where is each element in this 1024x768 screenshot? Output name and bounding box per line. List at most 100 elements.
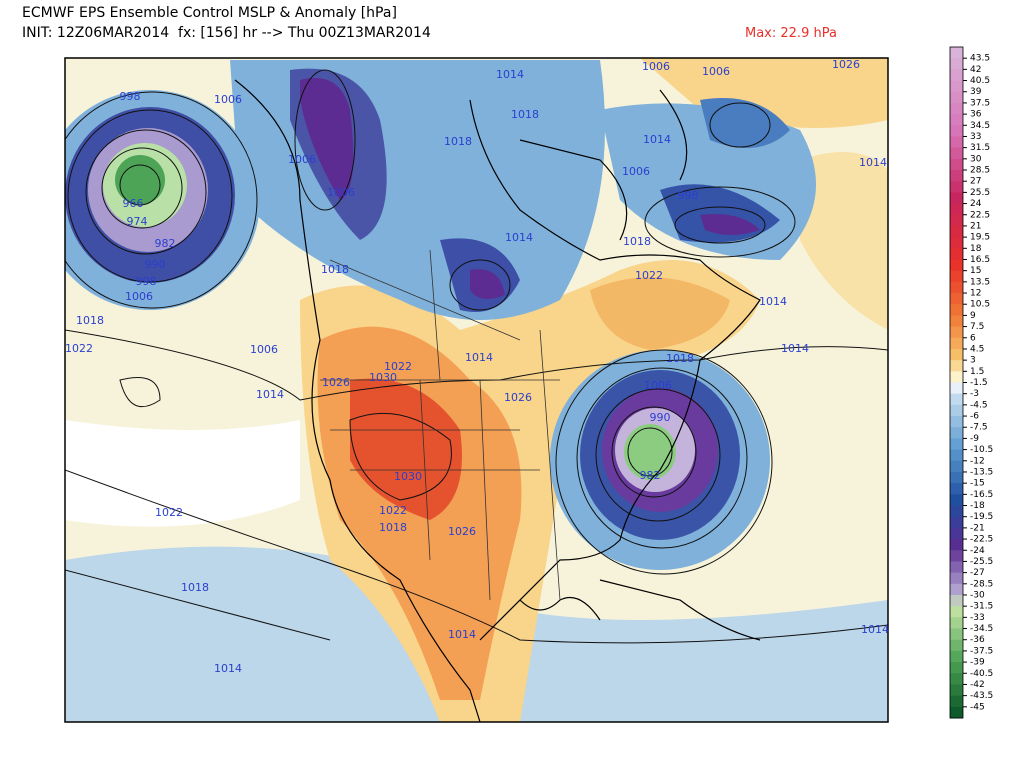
- colorbar-label: 40.5: [970, 76, 990, 86]
- colorbar-swatch: [950, 561, 963, 574]
- isobar-label: 1014: [496, 68, 524, 81]
- colorbar-swatch: [950, 695, 963, 708]
- colorbar-swatch: [950, 673, 963, 685]
- colorbar-label: -19.5: [970, 512, 993, 522]
- colorbar-label: 16.5: [970, 255, 990, 265]
- isobar-label: 1022: [155, 506, 183, 519]
- colorbar-label: -21: [970, 523, 985, 533]
- colorbar-label: 19.5: [970, 233, 990, 243]
- colorbar-swatch: [950, 237, 963, 249]
- colorbar-label: 37.5: [970, 98, 990, 108]
- isobar-label: 998: [120, 90, 141, 103]
- colorbar-label: 9: [970, 311, 976, 321]
- colorbar-swatch: [950, 371, 963, 383]
- colorbar-swatch: [950, 270, 963, 283]
- colorbar-label: 12: [970, 289, 981, 299]
- isobar-label: 1014: [759, 295, 787, 308]
- colorbar-label: -9: [970, 434, 979, 444]
- colorbar-label: -18: [970, 501, 985, 511]
- colorbar-swatch: [950, 706, 963, 719]
- colorbar-swatch: [950, 527, 963, 540]
- colorbar-label: -25.5: [970, 557, 993, 567]
- colorbar-swatch: [950, 293, 963, 305]
- colorbar-swatch: [950, 304, 963, 316]
- colorbar-label: -6: [970, 412, 979, 422]
- isobar-label: 1018: [444, 135, 472, 148]
- isobar-label: 1006: [327, 186, 355, 199]
- colorbar-swatch: [950, 594, 963, 607]
- colorbar-label: -7.5: [970, 423, 988, 433]
- isobar-label: 1022: [635, 269, 663, 282]
- isobar-label: 1014: [214, 662, 242, 675]
- colorbar-swatch: [950, 136, 963, 149]
- colorbar-swatch: [950, 684, 963, 697]
- isobar-label: 1026: [322, 376, 350, 389]
- colorbar-label: 4.5: [970, 344, 984, 354]
- colorbar-label: 15: [970, 266, 981, 276]
- isobar-label: 1018: [379, 521, 407, 534]
- isobar-label: 1022: [379, 504, 407, 517]
- isobar-label: 1018: [666, 352, 694, 365]
- isobar-label: 1026: [832, 58, 860, 71]
- colorbar-label: 25.5: [970, 188, 990, 198]
- isobar-label: 1006: [214, 93, 242, 106]
- colorbar-swatch: [950, 494, 963, 507]
- isobar-label: 990: [650, 411, 671, 424]
- colorbar-label: -15: [970, 479, 985, 489]
- colorbar-label: -43.5: [970, 691, 993, 701]
- colorbar-label: -28.5: [970, 579, 993, 589]
- colorbar-swatch: [950, 483, 963, 495]
- colorbar-swatch: [950, 628, 963, 641]
- colorbar-label: 18: [970, 244, 982, 254]
- colorbar-label: -33: [970, 613, 985, 623]
- isobar-labels: 998 1006 1014 1006 1006 1026 1018 1018 1014 1006 1…: [65, 58, 889, 675]
- colorbar-label: 43.5: [970, 54, 990, 64]
- colorbar-swatch: [950, 606, 963, 618]
- colorbar-swatch: [950, 550, 963, 562]
- isobar-label: 1026: [504, 391, 532, 404]
- colorbar-swatch: [950, 617, 963, 630]
- isobar-label: 1030: [369, 371, 397, 384]
- isobar-label: 1014: [256, 388, 284, 401]
- colorbar-swatch: [950, 47, 963, 59]
- colorbar-label: -3: [970, 389, 979, 399]
- init-line: INIT: 12Z06MAR2014 fx: [156] hr --> Thu …: [22, 25, 431, 41]
- isobar-label: 1026: [448, 525, 476, 538]
- isobar-label: 1006: [622, 165, 650, 178]
- colorbar-label: -39: [970, 658, 985, 668]
- colorbar-swatch: [950, 203, 963, 216]
- colorbar-label: -34.5: [970, 624, 993, 634]
- colorbar-swatch: [950, 348, 963, 361]
- colorbar-label: 36: [970, 110, 982, 120]
- colorbar-swatch: [950, 69, 963, 82]
- colorbar-label: 28.5: [970, 166, 990, 176]
- isobar-label: 1018: [511, 108, 539, 121]
- colorbar-swatch: [950, 315, 963, 328]
- map-frame: [64, 57, 889, 723]
- isobar-label: 998: [136, 275, 157, 288]
- colorbar-swatch: [950, 259, 963, 272]
- colorbar-label: 31.5: [970, 143, 990, 153]
- colorbar-swatch: [950, 326, 963, 339]
- isobar-label: 1014: [861, 623, 889, 636]
- isobar-label: 1006: [125, 290, 153, 303]
- colorbar-label: 34.5: [970, 121, 990, 131]
- isobar-label: 1014: [505, 231, 533, 244]
- colorbar-label: 10.5: [970, 300, 990, 310]
- isobar-label: 1006: [250, 343, 278, 356]
- colorbar-swatch: [950, 460, 963, 473]
- colorbar-swatch: [950, 427, 963, 439]
- colorbar-label: -12: [970, 456, 985, 466]
- colorbar-swatch: [950, 662, 963, 674]
- colorbar-swatch: [950, 80, 963, 93]
- colorbar-swatch: [950, 158, 963, 171]
- colorbar-swatch: [950, 147, 963, 160]
- colorbar-swatch: [950, 639, 963, 652]
- isobar-label: 1006: [642, 60, 670, 73]
- colorbar-swatch: [950, 382, 963, 395]
- title: ECMWF EPS Ensemble Control MSLP & Anomal…: [22, 5, 397, 21]
- colorbar-swatch: [950, 181, 963, 193]
- colorbar-swatch: [950, 192, 963, 205]
- coastlines: [234, 79, 761, 722]
- isobar-label: 1006: [702, 65, 730, 78]
